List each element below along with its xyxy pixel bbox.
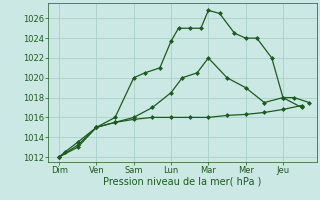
X-axis label: Pression niveau de la mer( hPa ): Pression niveau de la mer( hPa ) xyxy=(103,177,261,187)
